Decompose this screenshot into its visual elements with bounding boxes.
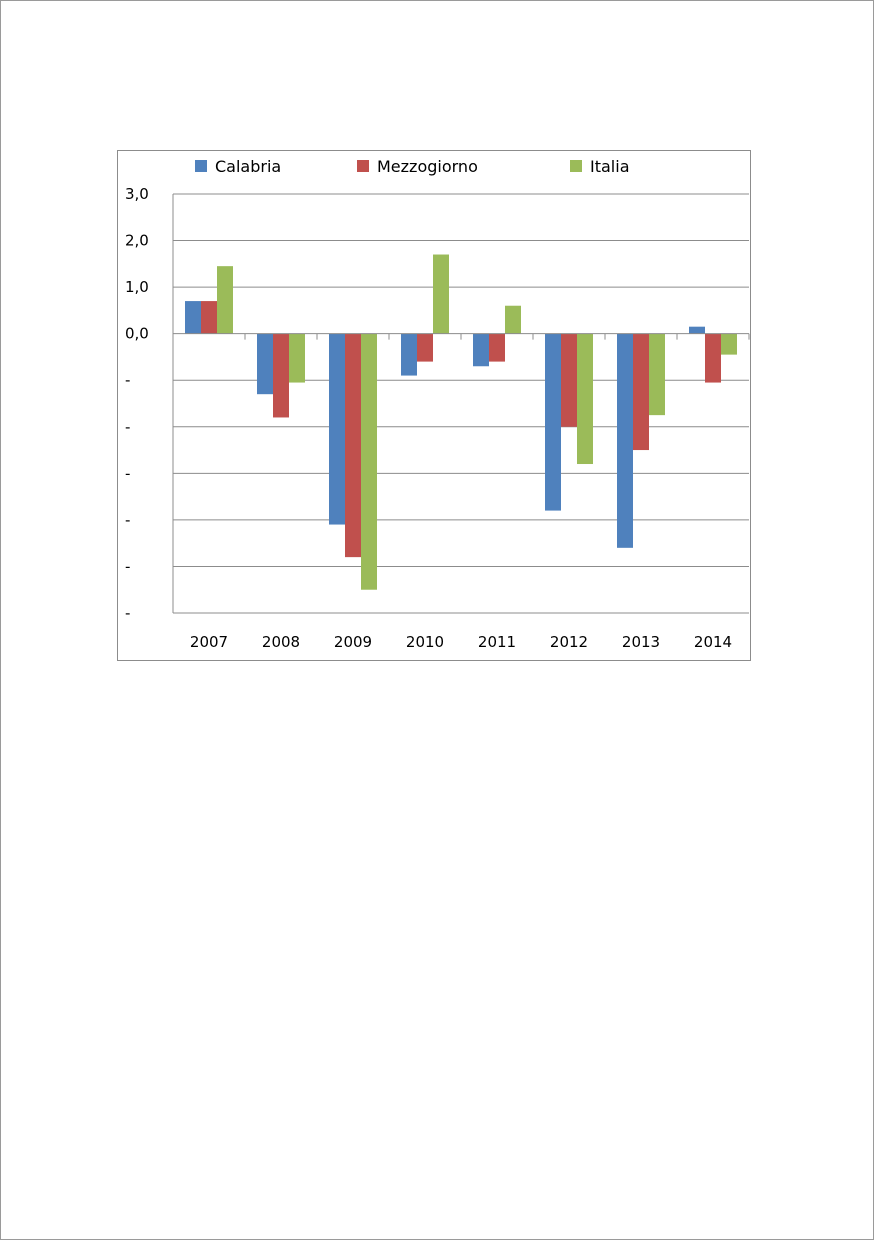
x-tick-label: 2014 <box>694 633 732 651</box>
bar-mezzogiorno-2009 <box>345 333 361 558</box>
bar-italia-2007 <box>217 266 233 334</box>
legend-item-mezzogiorno: Mezzogiorno <box>357 156 478 176</box>
bar-calabria-2008 <box>257 333 273 395</box>
x-tick-label: 2010 <box>406 633 444 651</box>
y-tick-label: 2,0 <box>125 232 149 250</box>
bar-italia-2009 <box>361 333 377 590</box>
y-tick-label: - <box>125 557 130 575</box>
legend-swatch-mezzogiorno <box>357 160 369 172</box>
bar-italia-2014 <box>721 333 737 355</box>
legend-label-calabria: Calabria <box>215 156 282 176</box>
bar-italia-2008 <box>289 333 305 383</box>
bar-calabria-2010 <box>401 333 417 376</box>
y-tick-label: 3,0 <box>125 185 149 203</box>
bar-mezzogiorno-2014 <box>705 333 721 383</box>
bar-calabria-2007 <box>185 301 201 334</box>
legend-swatch-calabria <box>195 160 207 172</box>
bar-calabria-2013 <box>617 333 633 548</box>
bar-calabria-2014 <box>689 326 705 334</box>
x-tick-label: 2009 <box>334 633 372 651</box>
x-tick-label: 2013 <box>622 633 660 651</box>
bar-mezzogiorno-2008 <box>273 333 289 418</box>
bar-italia-2013 <box>649 333 665 416</box>
y-tick-label: 1,0 <box>125 278 149 296</box>
legend-label-italia: Italia <box>590 156 630 176</box>
x-tick-label: 2007 <box>190 633 228 651</box>
legend-item-calabria: Calabria <box>195 156 281 176</box>
bar-calabria-2009 <box>329 333 345 525</box>
legend-item-italia: Italia <box>570 156 630 176</box>
bar-mezzogiorno-2013 <box>633 333 649 451</box>
bar-mezzogiorno-2012 <box>561 333 577 427</box>
x-tick-label: 2008 <box>262 633 300 651</box>
y-tick-label: - <box>125 371 130 389</box>
y-tick-label: - <box>125 464 130 482</box>
y-tick-label: - <box>125 604 130 622</box>
legend-label-mezzogiorno: Mezzogiorno <box>377 156 478 176</box>
bar-calabria-2012 <box>545 333 561 511</box>
bar-italia-2010 <box>433 254 449 334</box>
bar-mezzogiorno-2007 <box>201 301 217 334</box>
y-tick-label: - <box>125 418 130 436</box>
bar-mezzogiorno-2011 <box>489 333 505 362</box>
bar-calabria-2011 <box>473 333 489 367</box>
y-tick-label: 0,0 <box>125 325 149 343</box>
bar-mezzogiorno-2010 <box>417 333 433 362</box>
x-tick-label: 2012 <box>550 633 588 651</box>
y-tick-label: - <box>125 511 130 529</box>
bar-italia-2012 <box>577 333 593 465</box>
legend-swatch-italia <box>570 160 582 172</box>
x-tick-label: 2011 <box>478 633 516 651</box>
bar-italia-2011 <box>505 305 521 334</box>
